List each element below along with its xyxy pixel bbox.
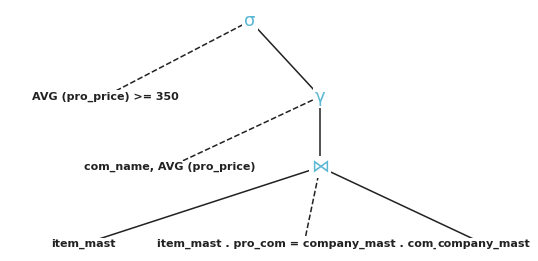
Text: com_name, AVG (pro_price): com_name, AVG (pro_price): [84, 162, 255, 172]
Text: item_mast . pro_com = company_mast . com_id: item_mast . pro_com = company_mast . com…: [157, 239, 451, 249]
Text: ⋈: ⋈: [311, 158, 329, 176]
Text: γ: γ: [315, 88, 325, 105]
Text: item_mast: item_mast: [51, 239, 116, 249]
Text: company_mast: company_mast: [438, 239, 530, 249]
Text: AVG (pro_price) >= 350: AVG (pro_price) >= 350: [32, 91, 178, 102]
Text: σ: σ: [244, 12, 256, 30]
